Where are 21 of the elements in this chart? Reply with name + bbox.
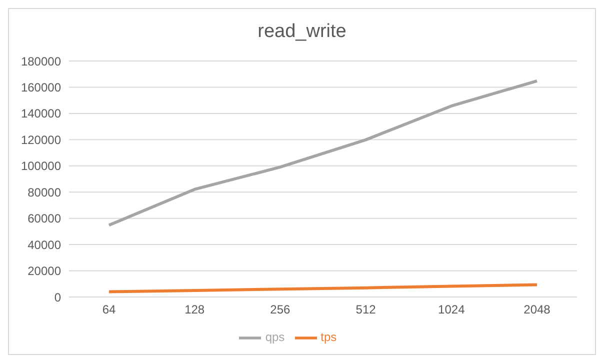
x-tick-label: 512 (356, 302, 376, 317)
y-tick-label: 20000 (28, 264, 62, 278)
chart-title: read_write (256, 20, 348, 44)
y-tick-label: 60000 (28, 212, 62, 226)
y-tick-label: 120000 (20, 132, 62, 147)
x-tick-label: 2048 (524, 302, 551, 317)
line-series (108, 283, 538, 294)
y-tick-label: 140000 (20, 106, 62, 121)
y-tick-label: 180000 (20, 54, 62, 68)
y-tick-label: 160000 (20, 80, 62, 94)
y-tick-label: 0 (54, 290, 62, 304)
x-tick-label: 64 (102, 302, 116, 317)
x-tick-label: 128 (184, 302, 205, 317)
legend-label: tps (320, 330, 337, 344)
y-tick-label: 40000 (28, 238, 62, 252)
y-tick-label: 80000 (28, 185, 62, 200)
x-tick-label: 1024 (438, 302, 466, 317)
y-tick-label: 100000 (20, 159, 62, 174)
x-tick-label: 256 (270, 302, 291, 317)
legend-label: qps (265, 330, 285, 344)
line-series (108, 79, 538, 227)
